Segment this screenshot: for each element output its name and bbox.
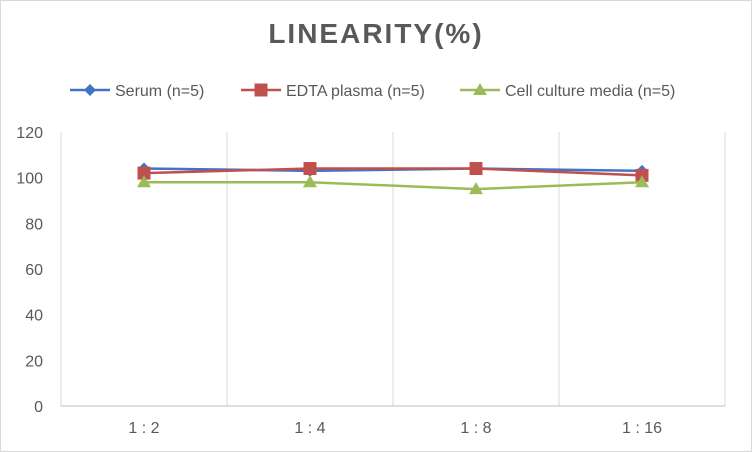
y-tick-label: 40: [25, 308, 43, 325]
y-tick-label: 120: [16, 125, 43, 142]
legend-label-3: Cell culture media (n=5): [505, 83, 675, 100]
chart-title: LINEARITY(%): [268, 18, 484, 49]
data-point-series-2: [137, 166, 151, 180]
x-tick-label: 1 : 16: [622, 420, 662, 437]
data-point-series-3: [635, 175, 649, 188]
legend-marker-2: [254, 83, 268, 97]
data-point-series-2: [469, 162, 483, 176]
y-tick-label: 60: [25, 262, 43, 279]
legend-label-1: Serum (n=5): [115, 83, 204, 100]
data-point-series-3: [469, 182, 483, 195]
data-point-series-3: [303, 175, 317, 188]
y-tick-label: 20: [25, 353, 43, 370]
data-point-series-3: [137, 175, 151, 188]
y-tick-label: 80: [25, 216, 43, 233]
series-line-3: [144, 180, 643, 191]
x-tick-label: 1 : 2: [128, 420, 159, 437]
series-line-2: [143, 167, 643, 177]
data-point-series-2: [303, 162, 317, 176]
y-tick-label: 0: [34, 399, 43, 416]
legend-label-2: EDTA plasma (n=5): [286, 83, 425, 100]
legend-marker-1: [84, 84, 96, 96]
y-tick-label: 100: [16, 171, 43, 188]
x-tick-label: 1 : 8: [460, 420, 491, 437]
legend-marker-3: [473, 83, 487, 95]
x-tick-label: 1 : 4: [294, 420, 325, 437]
